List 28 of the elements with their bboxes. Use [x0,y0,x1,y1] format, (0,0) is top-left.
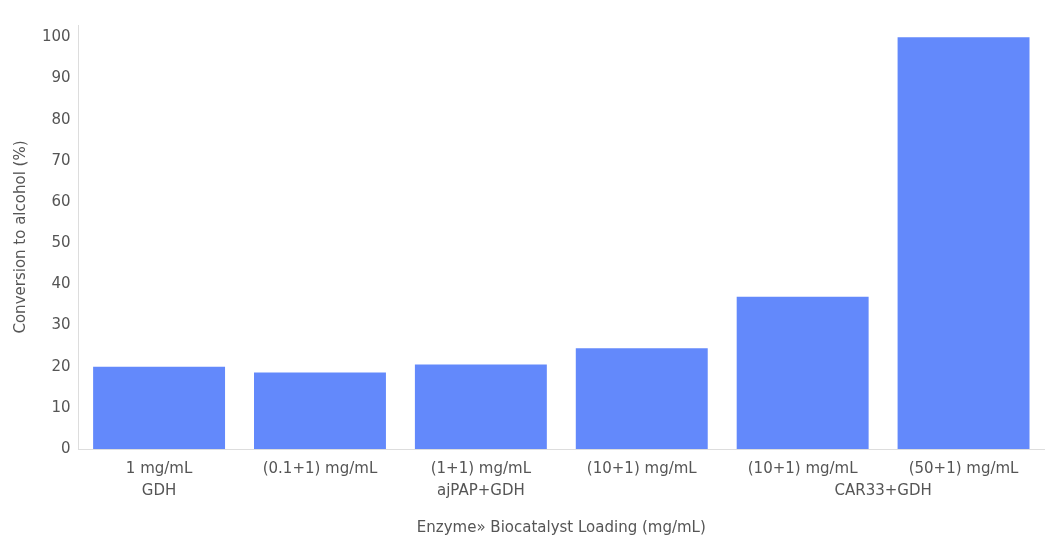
text: CAR33+GDH [834,480,932,499]
bar [414,364,547,449]
y-tick-label: 0 [61,438,71,457]
bar [736,296,869,449]
x-tick-label: (0.1+1) mg/mL [262,458,378,477]
y-tick-label: 100 [41,27,71,46]
y-axis-title: Conversion to alcohol (%) [10,140,29,334]
x-tick-label: (10+1) mg/mL [747,458,859,477]
y-tick-label: 30 [51,315,71,334]
y-tick-label: 40 [51,274,71,293]
bar [575,348,708,449]
x-axis-title: Enzyme» Biocatalyst Loading (mg/mL) [416,517,706,536]
y-tick-label: 60 [51,191,71,210]
y-tick-label: 20 [51,356,71,375]
y-tick-label: 90 [51,68,71,87]
bar [897,37,1030,449]
y-tick-label: 10 [51,397,71,416]
x-tick-label: (50+1) mg/mL [908,458,1020,477]
text: ajPAP+GDH [436,480,525,499]
x-tick-label: (1+1) mg/mL [430,458,532,477]
bar [93,366,226,449]
text: GDH [141,480,177,499]
y-tick-label: 70 [51,150,71,169]
y-tick-label: 50 [51,233,71,252]
y-tick-label: 80 [51,109,71,128]
x-tick-label: 1 mg/mL [125,458,193,477]
x-tick-label: (10+1) mg/mL [586,458,698,477]
bar [254,372,386,449]
